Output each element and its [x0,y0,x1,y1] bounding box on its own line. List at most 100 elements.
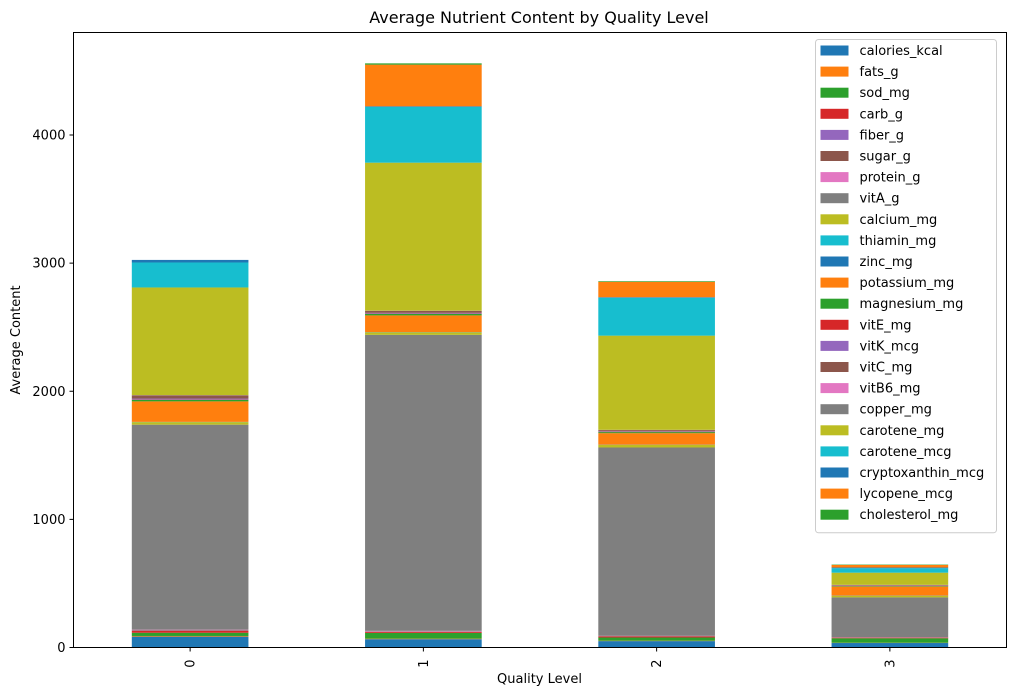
x-tick-label: 3 [883,660,898,668]
bar-segment-carb_g-1 [365,631,482,633]
bar-segment-vitC_mg-1 [365,310,482,313]
x-tick-label: 1 [417,660,432,668]
legend-label-lycopene_mcg: lycopene_mcg [860,487,953,502]
legend-swatch-cryptoxanthin_mcg [820,467,849,478]
bar-segment-lycopene_mcg-2 [598,281,715,298]
bar-segment-calcium_mg-0 [131,422,249,425]
legend-label-magnesium_mg: magnesium_mg [860,297,964,312]
bar-segment-cryptoxanthin_mcg-1 [365,106,482,107]
legend-swatch-calories_kcal [820,45,849,56]
bar-segment-lycopene_mcg-3 [831,564,949,568]
bar-segment-vitA_g-0 [131,424,249,630]
legend-swatch-vitB6_mg [820,383,849,394]
bar-segment-sod_mg-2 [598,637,715,641]
legend-label-copper_mg: copper_mg [860,403,932,418]
bar-segment-vitC_mg-2 [598,430,715,432]
bar-segment-magnesium_mg-2 [598,432,715,434]
bar-segment-carotene_mcg-1 [365,106,482,163]
legend-label-carotene_mcg: carotene_mcg [860,445,952,460]
x-tick-label: 0 [184,660,199,668]
bars-layer [131,63,949,648]
y-tick-label: 4000 [32,129,65,144]
bar-segment-calcium_mg-3 [831,595,949,598]
bar-segment-carotene_mcg-2 [598,297,715,336]
legend-label-vitC_mg: vitC_mg [860,361,913,376]
legend-label-fiber_g: fiber_g [860,128,905,143]
bar-segment-carotene_mg-1 [365,162,482,311]
bar-segment-carb_g-3 [831,637,949,639]
bar-segment-cryptoxanthin_mcg-2 [598,297,715,298]
bar-segment-potassium_mg-2 [598,433,715,445]
legend-label-zinc_mg: zinc_mg [860,255,913,270]
legend-label-calcium_mg: calcium_mg [860,213,938,228]
legend-label-vitB6_mg: vitB6_mg [860,382,921,397]
bar-segment-calories_kcal-3 [831,643,949,648]
bar-segment-sod_mg-1 [365,632,482,639]
legend-label-cholesterol_mg: cholesterol_mg [860,508,959,523]
y-tick-label: 1000 [32,513,65,528]
bar-segment-calories_kcal-0 [131,636,249,648]
legend-swatch-vitK_mcg [820,340,849,351]
bar-segment-carb_g-2 [598,636,715,638]
bar-segment-fats_g-0 [131,635,249,637]
bar-segment-carb_g-0 [131,630,249,633]
legend: calories_kcal fats_g sod_mg carb_g fiber_gsu… [815,39,997,534]
bar-segment-vitA_g-1 [365,334,482,631]
bar-segment-carotene_mcg-3 [831,568,949,573]
bar-segment-vitK_mcg-2 [598,431,715,432]
bar-segment-potassium_mg-3 [831,586,949,596]
bar-segment-sod_mg-3 [831,638,949,643]
bar-segment-potassium_mg-0 [131,401,249,422]
legend-swatch-vitC_mg [820,362,849,372]
bar-segment-calcium_mg-2 [598,444,715,448]
legend-swatch-sugar_g [820,151,849,161]
chart-title: Average Nutrient Content by Quality Leve… [369,8,708,27]
plot-frame [73,32,1007,648]
legend-label-calories_kcal: calories_kcal [860,44,943,59]
bar-segment-vitC_mg-3 [831,585,949,586]
bar-segment-carotene_mcg-0 [131,262,249,288]
legend-box [815,39,997,534]
legend-swatch-carb_g [820,108,849,119]
legend-swatch-sod_mg [820,87,849,98]
legend-label-carb_g: carb_g [860,107,903,122]
legend-swatch-copper_mg [820,404,849,415]
legend-label-cryptoxanthin_mcg: cryptoxanthin_mcg [860,466,985,481]
legend-swatch-vitA_g [820,193,849,204]
bar-segment-cryptoxanthin_mcg-0 [131,259,249,263]
y-tick-label: 2000 [32,385,65,400]
legend-label-potassium_mg: potassium_mg [860,276,955,291]
legend-label-protein_g: protein_g [860,171,921,186]
bar-segment-fats_g-1 [365,638,482,640]
y-tick-label: 3000 [32,257,65,272]
bar-segment-carotene_mg-0 [131,287,249,396]
bar-segment-vitK_mcg-0 [131,398,249,400]
bar-segment-cholesterol_mg-1 [365,63,482,65]
x-tick-label: 2 [650,660,665,668]
bar-segment-vitC_mg-0 [131,395,249,399]
legend-swatch-cholesterol_mg [820,509,849,520]
bar-segment-magnesium_mg-3 [831,586,949,587]
bar-segment-lycopene_mcg-1 [365,64,482,107]
legend-label-sod_mg: sod_mg [860,86,910,101]
bar-segment-potassium_mg-1 [365,315,482,333]
bar-segment-carotene_mg-3 [831,572,949,585]
bar-segment-vitA_g-3 [831,597,949,638]
bar-segment-sugar_g-0 [131,630,249,631]
y-axis: 0 1000 2000 3000 4000 [32,129,74,656]
legend-swatch-protein_g [820,172,849,183]
legend-swatch-fiber_g [820,129,849,140]
bar-segment-carotene_mg-2 [598,335,715,430]
legend-swatch-carotene_mg [820,425,849,436]
bar-segment-magnesium_mg-0 [131,399,249,402]
legend-swatch-carotene_mcg [820,446,849,457]
legend-label-carotene_mg: carotene_mg [860,424,945,439]
bar-segment-cryptoxanthin_mcg-3 [831,567,949,569]
legend-label-vitA_g: vitA_g [860,192,900,207]
legend-swatch-magnesium_mg [820,298,849,309]
legend-label-thiamin_mg: thiamin_mg [860,234,937,249]
bar-segment-cholesterol_mg-2 [598,281,715,282]
legend-label-vitE_mg: vitE_mg [860,318,912,333]
y-tick-label: 0 [57,641,65,656]
bar-segment-calories_kcal-2 [598,641,715,648]
